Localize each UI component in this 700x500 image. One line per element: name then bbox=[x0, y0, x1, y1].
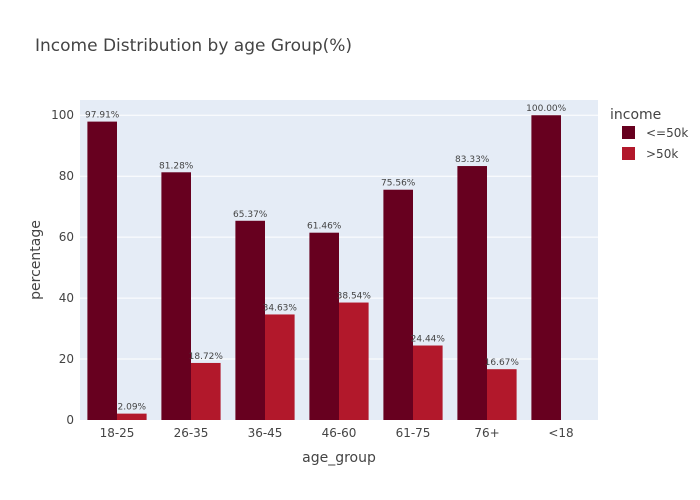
bar-value-label: 75.56% bbox=[381, 179, 416, 189]
x-tick-label: 46-60 bbox=[322, 426, 357, 440]
x-axis-title: age_group bbox=[302, 450, 376, 466]
legend-label: <=50k bbox=[646, 126, 688, 140]
bar-value-label: 34.63% bbox=[263, 303, 298, 313]
x-tick-label: 18-25 bbox=[100, 426, 135, 440]
bar-value-label: 83.33% bbox=[455, 155, 490, 165]
x-tick-label: 36-45 bbox=[248, 426, 283, 440]
bar-value-label: 16.67% bbox=[485, 358, 520, 368]
bar-le50k bbox=[531, 115, 561, 420]
bar-value-label: 81.28% bbox=[159, 161, 194, 171]
legend: income <=50k >50k bbox=[610, 107, 688, 161]
bars bbox=[87, 115, 561, 421]
bar-le50k bbox=[309, 232, 339, 420]
y-tick-label: 0 bbox=[66, 413, 74, 427]
y-tick-label: 40 bbox=[59, 291, 74, 305]
y-tick-label: 20 bbox=[59, 352, 74, 366]
bar-value-label: 100.00% bbox=[526, 104, 566, 114]
bar-gt50k bbox=[265, 314, 295, 420]
bar-gt50k bbox=[487, 369, 517, 420]
legend-swatch bbox=[622, 147, 635, 160]
x-tick-label: 26-35 bbox=[174, 426, 209, 440]
legend-label: >50k bbox=[646, 147, 678, 161]
bar-gt50k bbox=[339, 302, 369, 420]
bar-le50k bbox=[87, 121, 117, 421]
bar-value-label: 38.54% bbox=[337, 292, 372, 302]
bar-gt50k bbox=[191, 362, 221, 420]
bar-value-label: 97.91% bbox=[85, 111, 120, 121]
legend-title: income bbox=[610, 107, 661, 123]
chart-title: Income Distribution by age Group(%) bbox=[35, 36, 352, 56]
y-tick-label: 80 bbox=[59, 169, 74, 183]
bar-le50k bbox=[457, 166, 487, 420]
bar-gt50k bbox=[413, 345, 443, 420]
bar-le50k bbox=[383, 189, 413, 420]
bar-value-label: 18.72% bbox=[189, 352, 224, 362]
bar-value-label: 24.44% bbox=[411, 335, 446, 345]
y-axis-ticks: 0 20 40 60 80 100 bbox=[51, 108, 74, 427]
bar-value-label: 65.37% bbox=[233, 210, 268, 220]
y-axis-title: percentage bbox=[28, 220, 44, 300]
bar-labels: 97.91% 2.09% 81.28% 18.72% 65.37% 34.63% 61.46… bbox=[85, 104, 567, 412]
x-tick-label: 61-75 bbox=[396, 426, 431, 440]
bar-gt50k bbox=[117, 413, 147, 420]
x-axis-ticks: 18-25 26-35 36-45 46-60 61-75 76+ <18 bbox=[100, 426, 574, 440]
bar-le50k bbox=[161, 172, 191, 420]
y-tick-label: 60 bbox=[59, 230, 74, 244]
legend-swatch bbox=[622, 126, 635, 139]
bar-le50k bbox=[235, 220, 265, 420]
bar-value-label: 2.09% bbox=[118, 403, 147, 413]
x-tick-label: 76+ bbox=[474, 426, 499, 440]
y-tick-label: 100 bbox=[51, 108, 74, 122]
x-tick-label: <18 bbox=[548, 426, 573, 440]
bar-value-label: 61.46% bbox=[307, 222, 342, 232]
